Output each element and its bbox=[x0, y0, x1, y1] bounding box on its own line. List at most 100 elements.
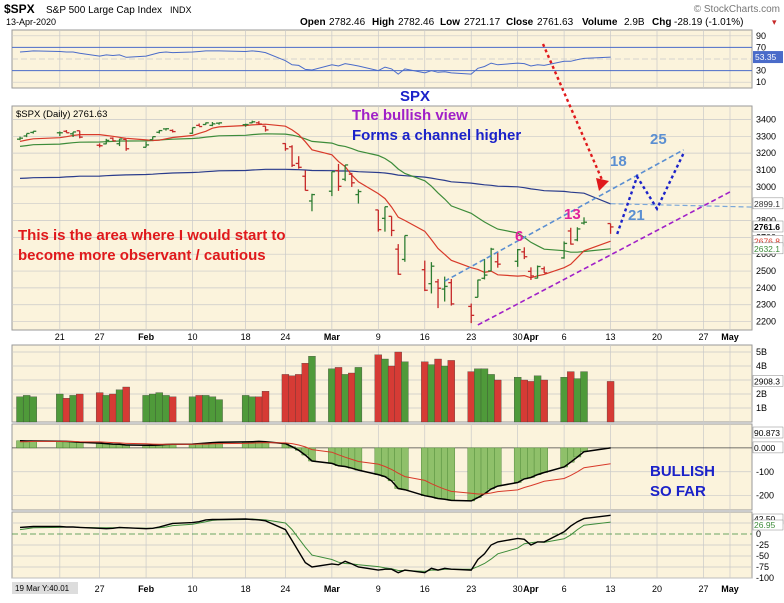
volume-bar bbox=[115, 389, 124, 423]
change-label: Chg bbox=[652, 17, 671, 28]
macd-histogram-bar bbox=[56, 441, 64, 449]
x-axis-label: Mar bbox=[324, 332, 341, 342]
macd-zero-tag bbox=[752, 441, 784, 454]
macd-value-label: 90.873 bbox=[754, 428, 780, 438]
price-value-tag-label: 2899.1 bbox=[754, 199, 780, 209]
price-tick-label: 2500 bbox=[756, 266, 776, 276]
volume-bar bbox=[195, 395, 203, 423]
macd-histogram-bar bbox=[560, 447, 568, 468]
price-legend: $SPX (Daily) 2761.63 bbox=[16, 109, 107, 120]
volume-bar bbox=[328, 368, 336, 423]
rsi-value-label: 53.35 bbox=[755, 52, 777, 62]
plots: 2127Feb101824Mar9162330Apr6132027May2127… bbox=[12, 31, 784, 594]
macd-histogram-bar bbox=[487, 447, 495, 490]
x-axis-label: 6 bbox=[562, 332, 567, 342]
price-tick-label: 2400 bbox=[756, 283, 776, 293]
annotations: SPX The bullish view Forms a channel hig… bbox=[18, 88, 715, 500]
macd-histogram-bar bbox=[533, 447, 542, 475]
volume-bar bbox=[122, 386, 130, 423]
rsi-tick-label: 30 bbox=[756, 66, 766, 76]
macd-histogram-bar bbox=[474, 447, 482, 498]
x-axis-label: 23 bbox=[466, 332, 476, 342]
instrument-name: S&P 500 Large Cap Index bbox=[46, 5, 162, 16]
volume-bar bbox=[109, 393, 117, 423]
volume-bar bbox=[208, 396, 217, 423]
volume-bar bbox=[162, 395, 170, 423]
volume-bar bbox=[281, 374, 290, 423]
wave-label-21: 21 bbox=[628, 207, 645, 224]
x-axis-label: Mar bbox=[324, 584, 341, 594]
stoch-fast-line bbox=[19, 514, 611, 574]
volume-bar bbox=[341, 374, 349, 423]
volume-bar bbox=[348, 372, 356, 423]
macd-histogram-bar bbox=[62, 441, 71, 449]
x-axis-label: 16 bbox=[420, 584, 430, 594]
sma-short-line bbox=[19, 123, 611, 279]
corner-label-box bbox=[12, 582, 78, 594]
rsi-value-box bbox=[753, 51, 783, 64]
volume-bar bbox=[573, 378, 582, 423]
x-axis-label: 10 bbox=[188, 584, 198, 594]
x-axis-label: 10 bbox=[188, 332, 198, 342]
volume-bar bbox=[514, 377, 522, 423]
volume-bar bbox=[69, 395, 77, 423]
header: $SPX S&P 500 Large Cap Index INDX 13-Apr… bbox=[4, 2, 780, 28]
price-value-tag bbox=[752, 197, 784, 210]
annotation-bullish-view: The bullish view bbox=[352, 107, 468, 124]
close-label: Close bbox=[506, 17, 534, 28]
corner-label: 19 Mar Y:40.01 bbox=[15, 584, 70, 593]
volume-bar bbox=[480, 368, 489, 423]
volume-bar bbox=[248, 396, 256, 423]
volume-bar bbox=[374, 354, 382, 423]
x-axis-label: 27 bbox=[95, 584, 105, 594]
price-tick-label: 3000 bbox=[756, 182, 776, 192]
volume-bar bbox=[202, 395, 210, 423]
arrow-head-icon bbox=[596, 178, 609, 191]
volume-bar bbox=[102, 395, 110, 423]
volume-bar bbox=[401, 361, 409, 423]
volume-bar bbox=[22, 395, 31, 423]
low-value: 2721.17 bbox=[464, 17, 501, 28]
x-axis-label: Apr bbox=[523, 584, 539, 594]
close-value: 2761.63 bbox=[537, 17, 574, 28]
macd-histogram-bar bbox=[427, 447, 436, 498]
x-axis-label: 20 bbox=[652, 332, 662, 342]
exchange: INDX bbox=[170, 5, 192, 15]
volume-bar bbox=[29, 396, 37, 423]
price-tick-label: 3300 bbox=[756, 131, 776, 141]
symbol: $SPX bbox=[4, 2, 35, 16]
volume-bar bbox=[560, 377, 568, 423]
wave-label-25: 25 bbox=[650, 131, 667, 148]
stoch-value-label: 42.50 bbox=[754, 514, 776, 524]
x-axis-label: 18 bbox=[241, 332, 251, 342]
macd-histogram-bar bbox=[520, 447, 528, 480]
volume-bar bbox=[474, 368, 482, 423]
volume-bar bbox=[394, 351, 402, 423]
x-axis-label: 21 bbox=[55, 332, 65, 342]
volume-value: 2.9B bbox=[624, 17, 645, 28]
price-value-tag bbox=[752, 242, 784, 255]
x-axis-label: 24 bbox=[280, 584, 290, 594]
price-value-tag-label: 2761.6 bbox=[754, 222, 780, 232]
stoch-tick-label: -50 bbox=[756, 551, 769, 561]
wave-label-6: 6 bbox=[515, 228, 523, 245]
volume-bar bbox=[354, 367, 363, 423]
volume-bar bbox=[16, 396, 24, 423]
macd-histogram-bar bbox=[513, 447, 522, 483]
volume-bar bbox=[168, 396, 177, 423]
volume-bar bbox=[580, 371, 588, 423]
red-arrow-line bbox=[541, 43, 605, 183]
stoch-tick-label: -100 bbox=[756, 573, 774, 583]
volume-bar bbox=[441, 365, 449, 423]
projected-wave-path bbox=[616, 152, 685, 235]
stoch-signal-label: 26.95 bbox=[754, 520, 776, 530]
chart-date: 13-Apr-2020 bbox=[6, 17, 56, 27]
x-axis-label: Feb bbox=[138, 332, 155, 342]
volume-bar bbox=[288, 375, 296, 423]
annotation-bullish: BULLISH bbox=[650, 463, 715, 480]
wave-label-13: 13 bbox=[564, 206, 581, 223]
volume-tick-label: 1B bbox=[756, 403, 767, 413]
volume-bar bbox=[334, 367, 343, 423]
